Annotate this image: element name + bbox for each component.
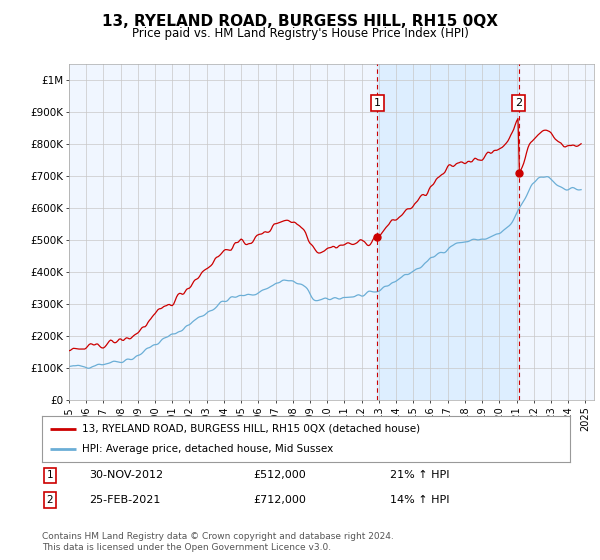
Text: Contains HM Land Registry data © Crown copyright and database right 2024.: Contains HM Land Registry data © Crown c… <box>42 532 394 541</box>
Text: HPI: Average price, detached house, Mid Sussex: HPI: Average price, detached house, Mid … <box>82 444 333 454</box>
Text: This data is licensed under the Open Government Licence v3.0.: This data is licensed under the Open Gov… <box>42 543 331 552</box>
Text: 13, RYELAND ROAD, BURGESS HILL, RH15 0QX (detached house): 13, RYELAND ROAD, BURGESS HILL, RH15 0QX… <box>82 424 420 434</box>
Text: 2: 2 <box>47 495 53 505</box>
Text: £512,000: £512,000 <box>253 470 306 480</box>
Text: 1: 1 <box>47 470 53 480</box>
Text: 1: 1 <box>374 98 381 108</box>
Text: Price paid vs. HM Land Registry's House Price Index (HPI): Price paid vs. HM Land Registry's House … <box>131 27 469 40</box>
Text: 25-FEB-2021: 25-FEB-2021 <box>89 495 161 505</box>
Text: 13, RYELAND ROAD, BURGESS HILL, RH15 0QX: 13, RYELAND ROAD, BURGESS HILL, RH15 0QX <box>102 14 498 29</box>
Bar <box>377 64 518 400</box>
Text: £712,000: £712,000 <box>253 495 306 505</box>
Text: 2: 2 <box>515 98 522 108</box>
Text: 21% ↑ HPI: 21% ↑ HPI <box>391 470 450 480</box>
Text: 30-NOV-2012: 30-NOV-2012 <box>89 470 164 480</box>
Text: 14% ↑ HPI: 14% ↑ HPI <box>391 495 450 505</box>
